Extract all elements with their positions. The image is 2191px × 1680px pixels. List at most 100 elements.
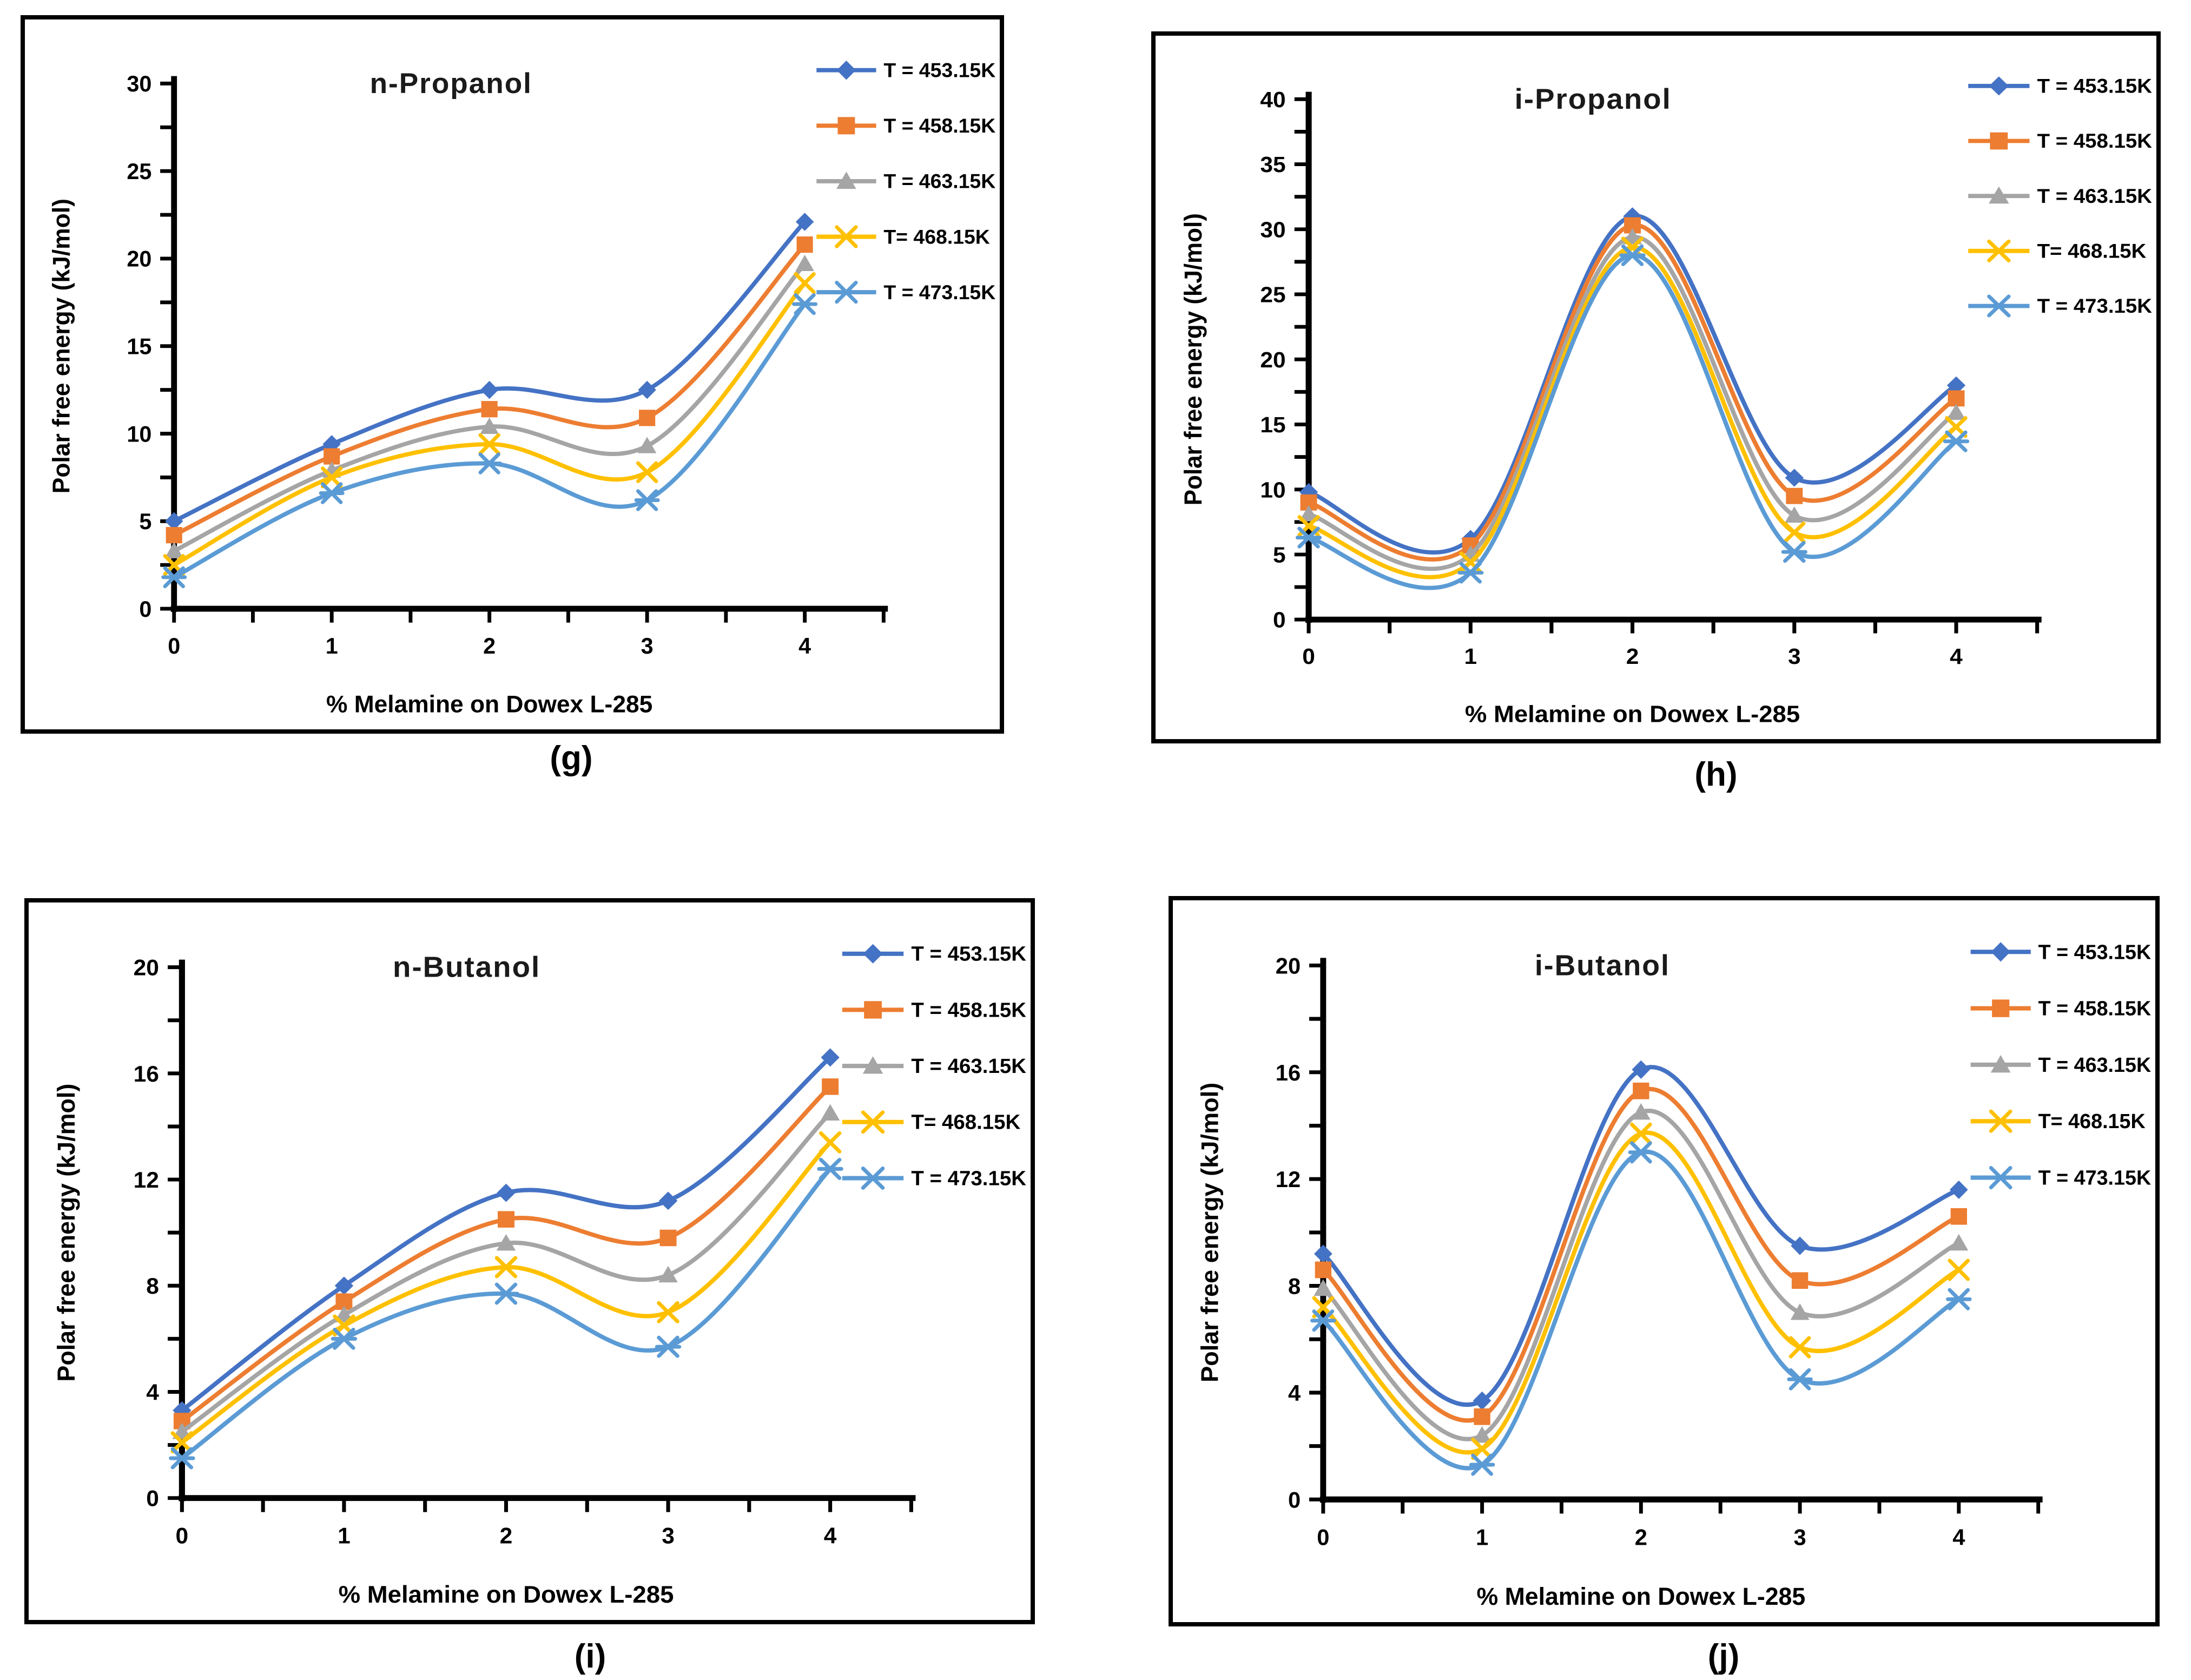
- series-line: [1306, 223, 1959, 562]
- legend-entry-2: T = 463.15K: [1970, 1054, 2152, 1077]
- svg-text:1: 1: [326, 634, 338, 658]
- series-line: [1321, 1130, 1961, 1455]
- legend-entry-4: T = 473.15K: [842, 1167, 1026, 1190]
- panel-caption-h: (h): [1694, 756, 1738, 793]
- series-T-458.15K: [173, 1078, 839, 1429]
- legend-label: T = 463.15K: [883, 170, 995, 193]
- axes: [1319, 958, 2043, 1503]
- legend-entry-4: T = 473.15K: [1970, 1165, 2152, 1190]
- chart-panel-h: 0 1 2 3 4 0 5 10 15 20 25 30 35 40 i-Propanol% Melamin…: [1151, 31, 2161, 743]
- legend-label: T = 453.15K: [2038, 941, 2152, 964]
- axis-ticks: [168, 965, 913, 1512]
- svg-text:3: 3: [641, 634, 654, 658]
- svg-text:15: 15: [127, 334, 151, 359]
- svg-text:8: 8: [1288, 1273, 1301, 1299]
- legend-label: T= 468.15K: [2038, 1110, 2146, 1133]
- svg-text:0: 0: [1273, 607, 1286, 632]
- legend-entry-1: T = 458.15K: [1968, 130, 2152, 153]
- chart-title: i-Butanol: [1535, 949, 1670, 981]
- legend-entry-3: T= 468.15K: [842, 1110, 1021, 1134]
- series-T-463.15K: [1314, 1103, 1969, 1443]
- svg-text:30: 30: [127, 71, 151, 96]
- legend-label: T = 473.15K: [883, 281, 995, 304]
- series-line: [171, 242, 807, 538]
- svg-text:8: 8: [146, 1274, 159, 1299]
- svg-text:0: 0: [176, 1523, 189, 1549]
- svg-text:1: 1: [338, 1523, 351, 1549]
- svg-text:3: 3: [662, 1523, 675, 1549]
- svg-text:4: 4: [146, 1380, 159, 1405]
- series-T-473.15K: [169, 1157, 843, 1470]
- series-line: [1321, 1087, 1961, 1423]
- axes: [170, 76, 888, 612]
- x-tick-labels: 0 1 2 3 4: [1317, 1524, 1965, 1550]
- x-axis-label: % Melamine on Dowex L-285: [1476, 1583, 1805, 1610]
- series-line: [1306, 253, 1959, 590]
- legend-label: T = 473.15K: [2038, 1167, 2152, 1189]
- y-tick-labels: 0 5 10 15 20 25 30: [127, 71, 151, 622]
- x-tick-labels: 0 1 2 3 4: [1302, 644, 1963, 669]
- svg-text:40: 40: [1260, 87, 1285, 112]
- series-T-463.15K: [1299, 228, 1966, 571]
- chart-canvas-g: 0 1 2 3 4 0 5 10 15 20 25 30 n-Propanol % Melamine on…: [49, 59, 995, 718]
- svg-text:4: 4: [1952, 1524, 1965, 1550]
- svg-text:10: 10: [1260, 477, 1285, 502]
- svg-text:15: 15: [1260, 412, 1285, 437]
- svg-text:0: 0: [146, 1486, 159, 1511]
- svg-text:3: 3: [1793, 1524, 1806, 1550]
- legend-entry-0: T = 453.15K: [1968, 75, 2152, 97]
- svg-text:10: 10: [127, 421, 151, 446]
- legend-entry-4: T = 473.15K: [816, 280, 995, 304]
- svg-text:0: 0: [1317, 1524, 1329, 1550]
- y-axis-label: Polar free energy (kJ/mol): [1196, 1083, 1224, 1382]
- legend-entry-0: T = 453.15K: [842, 943, 1026, 966]
- series-T-468.15K: [1312, 1122, 1970, 1460]
- x-axis-label: % Melamine on Dowex L-285: [1465, 701, 1800, 727]
- svg-text:1: 1: [1476, 1524, 1488, 1550]
- legend-entry-3: T= 468.15K: [1968, 239, 2147, 262]
- legend-entry-1: T = 458.15K: [816, 114, 995, 137]
- svg-text:0: 0: [139, 597, 151, 622]
- axis-ticks: [160, 81, 886, 623]
- axes: [1305, 91, 2042, 623]
- legend-label: T= 468.15K: [2037, 240, 2147, 262]
- series-T-473.15K: [161, 293, 818, 589]
- x-axis-label: % Melamine on Dowex L-285: [339, 1580, 674, 1608]
- legend-label: T = 458.15K: [911, 999, 1026, 1022]
- series-line: [1321, 1065, 1961, 1407]
- legend-entry-2: T = 463.15K: [1968, 185, 2152, 208]
- legend-entry-2: T = 463.15K: [842, 1055, 1026, 1078]
- svg-text:0: 0: [1288, 1487, 1301, 1512]
- svg-text:25: 25: [127, 159, 151, 184]
- x-tick-labels: 0 1 2 3 4: [176, 1523, 837, 1549]
- legend-entry-0: T = 453.15K: [1970, 941, 2152, 964]
- svg-text:4: 4: [798, 634, 811, 658]
- svg-text:20: 20: [134, 955, 159, 980]
- series-line: [180, 1111, 833, 1434]
- series-line: [1321, 1149, 1961, 1471]
- series-T-463.15K: [172, 1104, 840, 1439]
- series-T-473.15K: [1310, 1141, 1972, 1476]
- series-T-473.15K: [1295, 244, 1970, 590]
- y-tick-labels: 0 4 8 12 16 20: [134, 955, 160, 1511]
- series-T-453.15K: [1299, 207, 1966, 555]
- series-T-453.15K: [164, 213, 814, 531]
- series-line: [180, 1140, 833, 1445]
- y-axis-label: Polar free energy (kJ/mol): [49, 199, 75, 493]
- legend-label: T = 458.15K: [883, 114, 995, 137]
- svg-text:2: 2: [1635, 1524, 1647, 1550]
- legend-label: T = 463.15K: [2037, 185, 2152, 207]
- chart-title: i-Propanol: [1515, 83, 1672, 115]
- legend-entry-4: T = 473.15K: [1968, 294, 2152, 318]
- series-T-458.15K: [1315, 1082, 1967, 1425]
- legend-entry-0: T = 453.15K: [816, 59, 995, 82]
- svg-text:5: 5: [1273, 542, 1286, 567]
- series-T-458.15K: [166, 236, 813, 544]
- svg-text:20: 20: [1260, 347, 1285, 372]
- axis-ticks: [1294, 97, 2040, 634]
- y-axis-label: Polar free energy (kJ/mol): [52, 1084, 80, 1382]
- svg-text:12: 12: [1276, 1167, 1301, 1192]
- legend-label: T = 473.15K: [911, 1167, 1026, 1190]
